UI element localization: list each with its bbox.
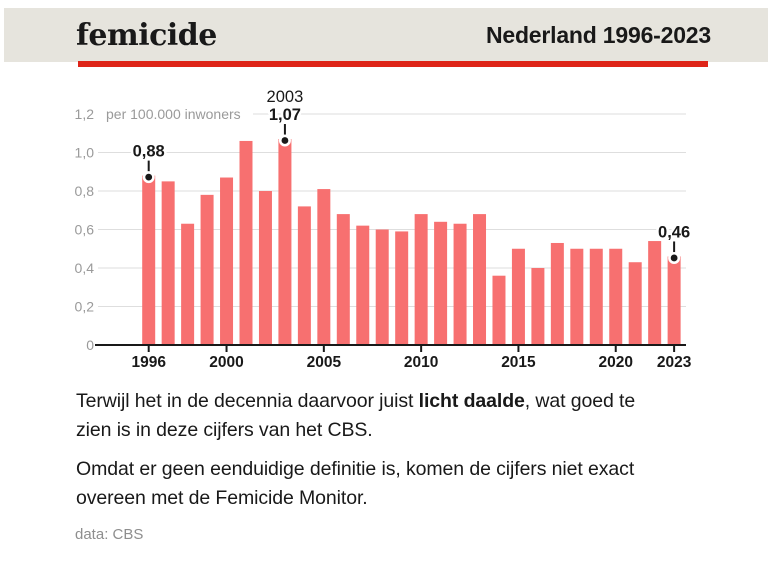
bar-2023: [667, 256, 681, 345]
bar-2001: [239, 140, 253, 345]
y-axis-unit-label: per 100.000 inwoners: [106, 106, 241, 122]
paragraph-1-bold: licht daalde: [418, 390, 525, 412]
bar-2017: [550, 242, 564, 345]
bar-2002: [258, 191, 272, 345]
paragraph-1: Terwijl het in de decennia daarvoor juis…: [76, 387, 740, 445]
bar-2012: [453, 223, 467, 345]
bar-2010: [414, 214, 428, 345]
bar-2000: [220, 177, 234, 345]
bar-2022: [648, 241, 662, 345]
red-divider: [78, 61, 708, 67]
annotation-dot-2003: [281, 137, 289, 144]
bar-2019: [589, 248, 603, 345]
x-label-2005: 2005: [307, 354, 342, 371]
bar-1999: [200, 194, 214, 345]
bar-2007: [356, 225, 370, 345]
bar-2008: [375, 229, 389, 345]
annotation-dot-2023: [670, 254, 678, 262]
y-label: 1,0: [75, 145, 95, 161]
brand-title: femicide: [76, 17, 217, 53]
bar-2004: [297, 206, 311, 345]
bar-2006: [336, 214, 350, 345]
paragraph-1-post: , wat goed te zien is in deze cijfers va…: [76, 390, 636, 441]
bar-2016: [531, 268, 545, 345]
y-label: 0,2: [75, 299, 95, 315]
bar-2018: [570, 248, 584, 345]
y-label: 0,6: [75, 222, 95, 238]
y-label: 0: [86, 337, 94, 353]
edition-title: Nederland 1996-2023: [485, 21, 711, 48]
annotation-value-1996: 0,88: [133, 143, 165, 161]
x-label-2015: 2015: [501, 354, 536, 371]
annotation-value-2003: 1,07: [269, 106, 301, 124]
paragraph-1-pre: Terwijl het in de decennia daarvoor juis…: [76, 390, 419, 412]
femicide-bar-chart: 1996 2000 2005 2010 2015 2020 2023 0 0,2 0,4 0,6 0,…: [74, 88, 692, 371]
y-label: 1,2: [75, 106, 95, 122]
bar-1998: [181, 223, 195, 345]
x-label-1996: 1996: [131, 354, 166, 371]
x-label-2000: 2000: [209, 354, 243, 371]
data-source-credit: data: CBS: [75, 526, 144, 543]
y-label: 0,8: [75, 183, 95, 199]
header-bar: femicide Nederland 1996-2023: [4, 8, 768, 62]
annotation-dot-1996: [145, 173, 153, 181]
bar-2020: [609, 248, 623, 345]
bar-2009: [395, 231, 409, 345]
body-text: Terwijl het in de decennia daarvoor juis…: [76, 387, 740, 523]
annotation-year-2003: 2003: [267, 88, 304, 106]
annotation-value-2023: 0,46: [658, 223, 690, 241]
bar-1997: [161, 181, 175, 345]
paragraph-2: Omdat er geen eenduidige definitie is, k…: [76, 458, 635, 509]
bar-2013: [473, 214, 487, 345]
y-label: 0,4: [75, 260, 95, 276]
x-label-2023: 2023: [657, 354, 692, 371]
bar-2014: [492, 275, 506, 345]
bar-2003: [278, 139, 292, 345]
x-label-2010: 2010: [404, 354, 438, 371]
bar-2011: [434, 221, 448, 345]
bar-2005: [317, 189, 331, 345]
x-label-2020: 2020: [598, 354, 632, 371]
bar-2021: [628, 262, 642, 345]
bar-1996: [142, 175, 156, 345]
bar-2015: [511, 248, 525, 345]
